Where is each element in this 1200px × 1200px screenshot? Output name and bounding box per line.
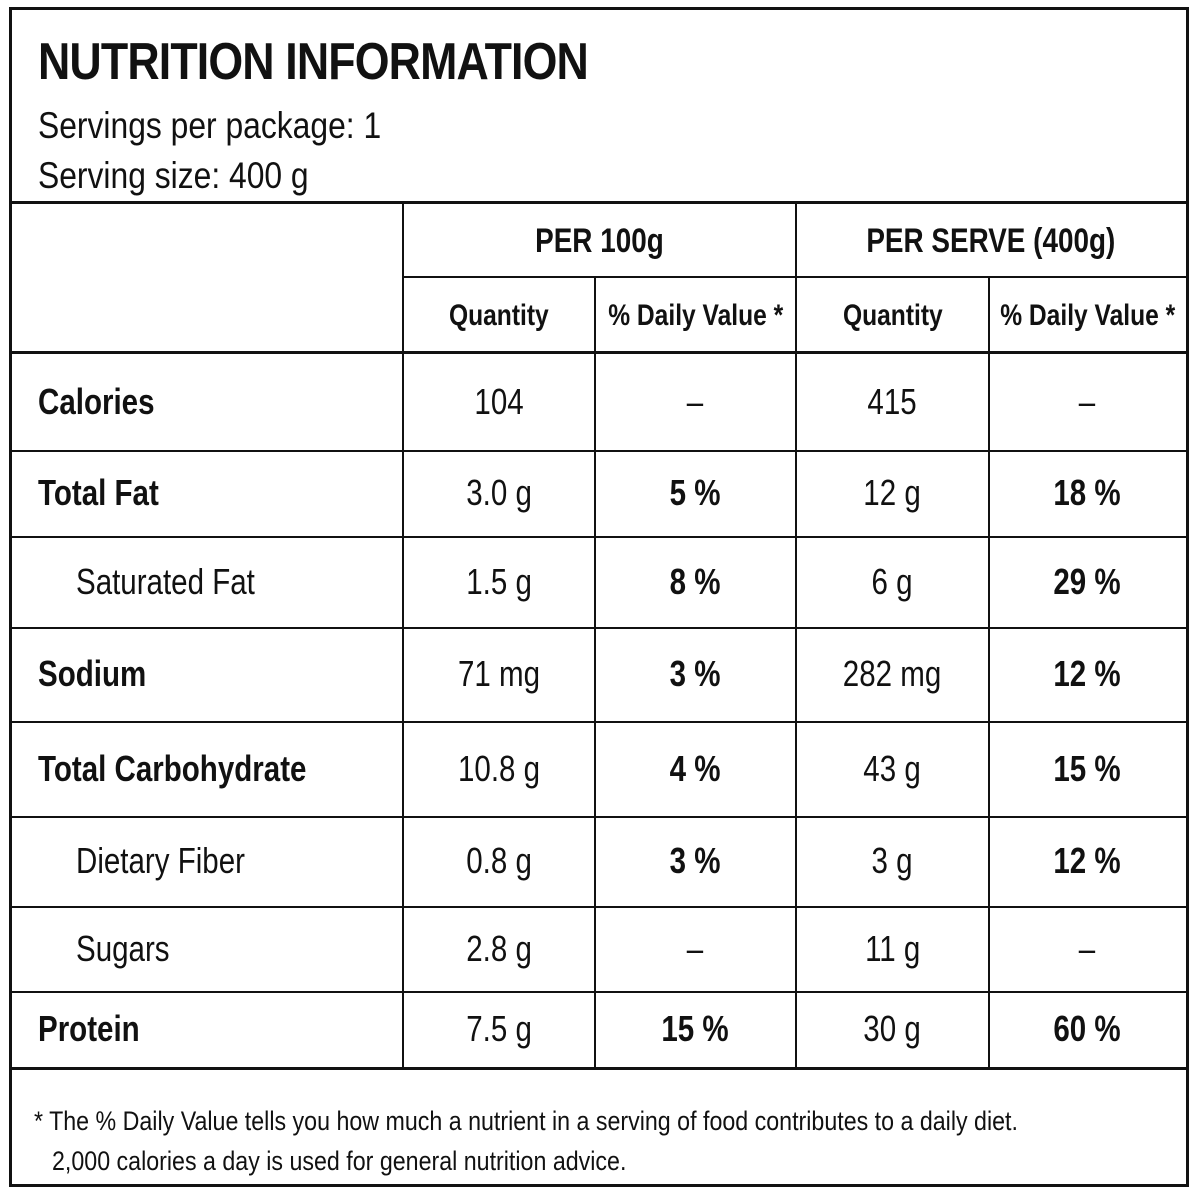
quantity-per-serve: 415: [867, 381, 918, 422]
daily-value-per-serve: 12 %: [1053, 840, 1122, 881]
quantity-per-serve: 6 g: [871, 560, 914, 602]
nutrient-name: Total Fat: [38, 472, 159, 513]
quantity-per-serve: 12 g: [863, 472, 922, 513]
quantity-per-serve: 30 g: [863, 1008, 922, 1049]
servings-per-package: Servings per package: 1: [38, 105, 382, 146]
daily-value-per-100g: 8 %: [670, 560, 721, 602]
nutrient-name: Total Carbohydrate: [38, 747, 307, 789]
quantity-per-100g: 3.0 g: [466, 472, 532, 513]
quantity-per-serve: 282 mg: [843, 653, 942, 694]
col-header-per-100g: PER 100g: [535, 221, 664, 260]
row-divider: [12, 536, 1186, 538]
row-divider: [12, 906, 1186, 908]
vline-label-col: [402, 204, 404, 1067]
label-title: NUTRITION INFORMATION: [38, 33, 589, 91]
row-divider: [12, 991, 1186, 993]
daily-value-per-100g: –: [687, 927, 704, 969]
daily-value-per-serve: –: [1079, 927, 1096, 969]
footnote-line-1: * The % Daily Value tells you how much a…: [34, 1106, 1018, 1136]
row-divider: [12, 816, 1186, 818]
vline-mid: [795, 204, 797, 1067]
daily-value-per-100g: 15 %: [661, 1008, 730, 1049]
sub-header-daily-value-100g: % Daily Value *: [607, 298, 784, 332]
sub-header-quantity-100g: Quantity: [449, 298, 549, 332]
daily-value-per-serve: 60 %: [1053, 1008, 1122, 1049]
quantity-per-100g: 10.8 g: [457, 747, 541, 789]
quantity-per-serve: 3 g: [871, 840, 914, 881]
nutrition-label: NUTRITION INFORMATION Servings per packa…: [9, 7, 1189, 1187]
serving-size: Serving size: 400 g: [38, 155, 309, 196]
nutrition-table: PER 100g PER SERVE (400g) Quantity % Dai…: [12, 204, 1186, 1067]
daily-value-per-serve: 29 %: [1053, 560, 1122, 602]
daily-value-per-100g: 3 %: [670, 653, 721, 694]
col-header-per-serve: PER SERVE (400g): [866, 221, 1116, 260]
line-under-group-header: [403, 276, 1186, 278]
nutrient-name: Saturated Fat: [76, 560, 255, 602]
row-divider: [12, 627, 1186, 629]
quantity-per-serve: 11 g: [864, 927, 921, 969]
daily-value-per-serve: 15 %: [1053, 747, 1122, 789]
nutrient-name: Dietary Fiber: [76, 840, 245, 881]
quantity-per-100g: 7.5 g: [466, 1008, 532, 1049]
daily-value-per-100g: 4 %: [670, 747, 721, 789]
vline-dv100: [594, 278, 596, 1067]
quantity-per-100g: 0.8 g: [466, 840, 532, 881]
daily-value-per-100g: 3 %: [670, 840, 721, 881]
row-divider: [12, 450, 1186, 452]
daily-value-per-serve: 18 %: [1053, 472, 1122, 513]
daily-value-per-100g: –: [687, 381, 704, 422]
sub-header-quantity-serve: Quantity: [842, 298, 943, 332]
daily-value-per-serve: 12 %: [1053, 653, 1122, 694]
nutrient-name: Sodium: [38, 653, 147, 694]
footnote: * The % Daily Value tells you how much a…: [12, 1067, 1186, 1184]
quantity-per-100g: 2.8 g: [466, 927, 532, 969]
line-under-sub-header: [12, 351, 1186, 354]
nutrient-name: Protein: [38, 1008, 140, 1049]
label-header: NUTRITION INFORMATION Servings per packa…: [12, 10, 1186, 204]
nutrient-name: Sugars: [76, 927, 170, 969]
sub-header-daily-value-serve: % Daily Value *: [999, 298, 1176, 332]
row-divider: [12, 721, 1186, 723]
quantity-per-serve: 43 g: [863, 747, 922, 789]
quantity-per-100g: 104: [474, 381, 524, 422]
quantity-per-100g: 1.5 g: [466, 560, 532, 602]
quantity-per-100g: 71 mg: [457, 653, 541, 694]
nutrient-name: Calories: [38, 381, 155, 422]
daily-value-per-100g: 5 %: [670, 472, 721, 513]
vline-dvserve: [988, 278, 990, 1067]
daily-value-per-serve: –: [1079, 381, 1096, 422]
footnote-line-2: 2,000 calories a day is used for general…: [52, 1146, 627, 1176]
